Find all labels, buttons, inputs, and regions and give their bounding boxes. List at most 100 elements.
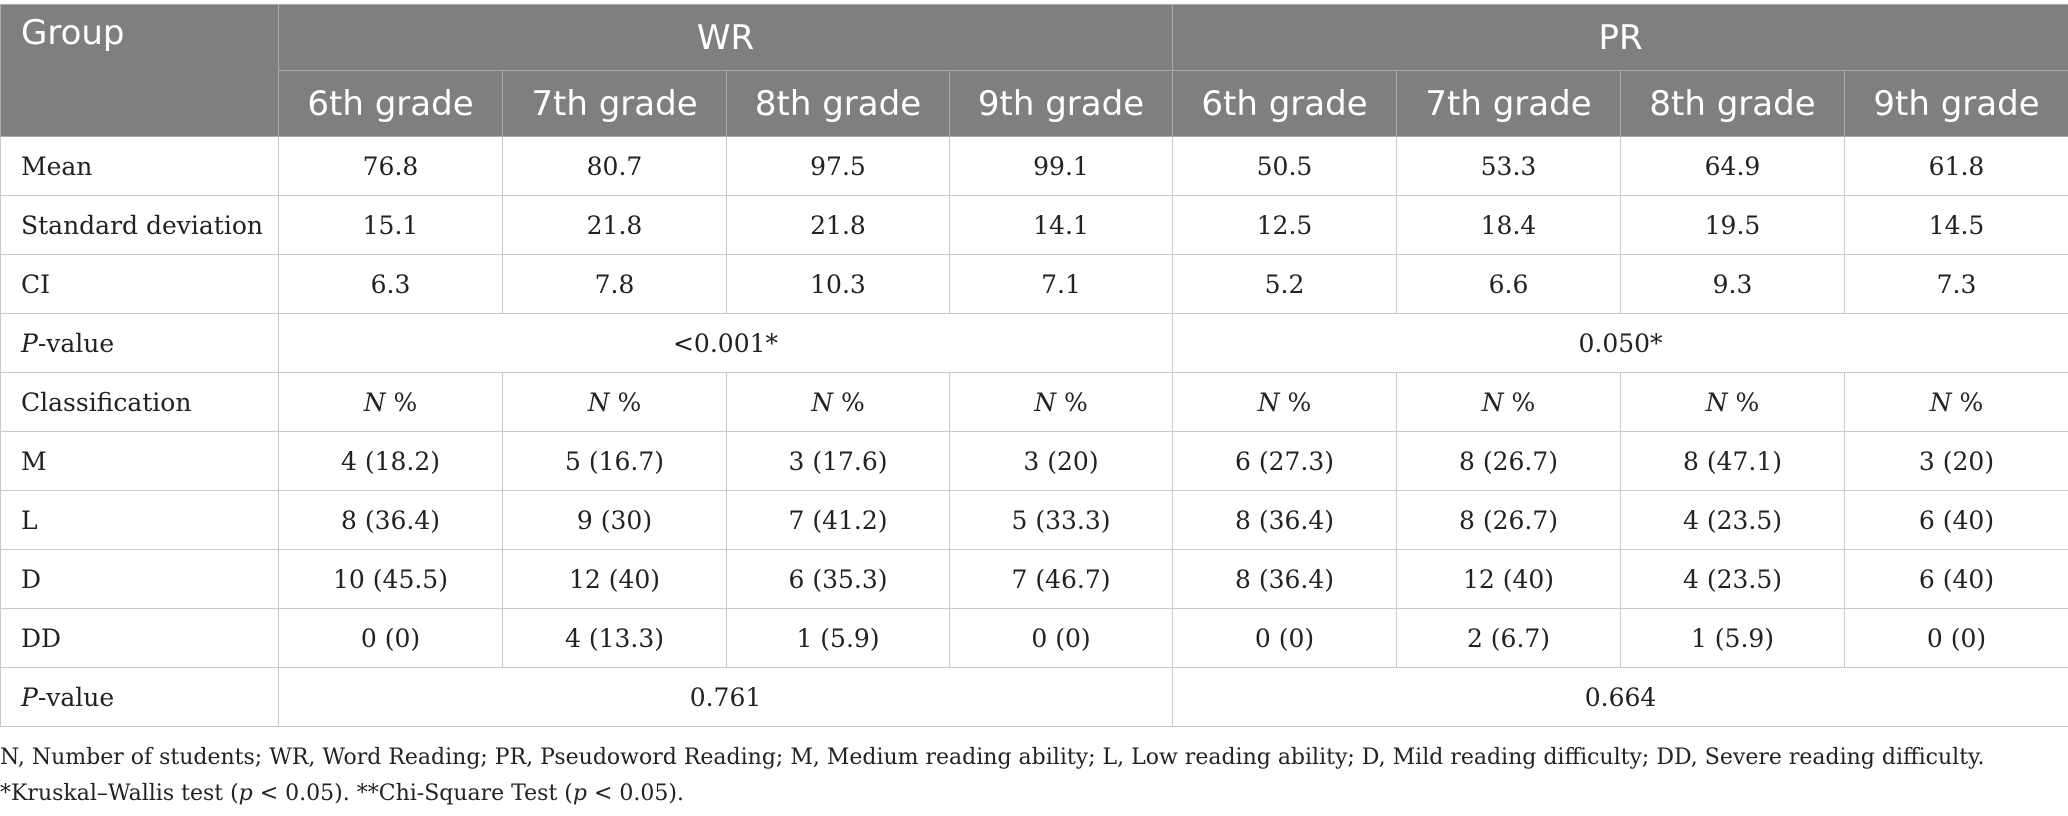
grade-header: 7th grade xyxy=(502,70,727,137)
row-label: DD xyxy=(0,608,279,668)
table-cell: 7.1 xyxy=(949,254,1173,314)
grade-header: 9th grade xyxy=(1843,70,2068,137)
table-cell: 8 (26.7) xyxy=(1396,431,1621,491)
table-cell: 80.7 xyxy=(502,136,727,196)
wr-p-value: 0.761 xyxy=(278,667,1173,727)
table-cell: 7.3 xyxy=(1843,254,2068,314)
p-italic: P xyxy=(21,328,38,358)
table-cell: 7 (41.2) xyxy=(726,490,950,550)
table-cell: 9 (30) xyxy=(502,490,727,550)
table-cell: 1 (5.9) xyxy=(726,608,950,668)
n-italic: N xyxy=(1034,387,1057,417)
table-cell: 14.1 xyxy=(949,195,1173,255)
table-cell: 8 (36.4) xyxy=(278,490,503,550)
header-row-top: Group WR PR xyxy=(0,4,2068,137)
n-italic: N xyxy=(587,387,610,417)
row-classification: Classification N % N % N % N % N % N % N… xyxy=(0,372,2068,432)
n-italic: N xyxy=(363,387,386,417)
table-cell: 10.3 xyxy=(726,254,950,314)
table-cell: 19.5 xyxy=(1620,195,1845,255)
results-table-container: Group WR PR 6th grade 7th grade 8th grad… xyxy=(0,4,2068,727)
table-cell: 6.6 xyxy=(1396,254,1621,314)
table-cell: 1 (5.9) xyxy=(1620,608,1845,668)
pct-label: % xyxy=(385,387,418,417)
table-cell: 6 (40) xyxy=(1843,490,2068,550)
row-label: P-value xyxy=(0,667,279,727)
n-italic: N xyxy=(1481,387,1504,417)
table-cell: N % xyxy=(726,372,950,432)
p-italic: p xyxy=(572,781,587,806)
table-cell: N % xyxy=(1843,372,2068,432)
results-table: Group WR PR 6th grade 7th grade 8th grad… xyxy=(0,4,2068,727)
table-cell: 0 (0) xyxy=(1172,608,1397,668)
table-cell: 10 (45.5) xyxy=(278,549,503,609)
wr-p-value: <0.001* xyxy=(278,313,1173,373)
table-cell: 4 (23.5) xyxy=(1620,490,1845,550)
row-d: D 10 (45.5) 12 (40) 6 (35.3) 7 (46.7) 8 … xyxy=(0,549,2068,609)
grade-header: 6th grade xyxy=(278,70,503,137)
table-cell: 2 (6.7) xyxy=(1396,608,1621,668)
table-cell: 0 (0) xyxy=(1843,608,2068,668)
table-cell: 50.5 xyxy=(1172,136,1397,196)
pct-label: % xyxy=(1503,387,1536,417)
row-dd: DD 0 (0) 4 (13.3) 1 (5.9) 0 (0) 0 (0) 2 … xyxy=(0,608,2068,668)
footnote-text: *Kruskal–Wallis test ( xyxy=(0,781,239,806)
table-cell: 12.5 xyxy=(1172,195,1397,255)
row-p-value-means: P-value <0.001* 0.050* xyxy=(0,313,2068,373)
table-cell: 21.8 xyxy=(502,195,727,255)
p-label-rest: -value xyxy=(37,682,115,712)
row-l: L 8 (36.4) 9 (30) 7 (41.2) 5 (33.3) 8 (3… xyxy=(0,490,2068,550)
table-cell: 5 (33.3) xyxy=(949,490,1173,550)
table-cell: 0 (0) xyxy=(949,608,1173,668)
table-cell: 9.3 xyxy=(1620,254,1845,314)
row-label: L xyxy=(0,490,279,550)
pr-p-value: 0.664 xyxy=(1171,667,2068,727)
grade-header: 7th grade xyxy=(1396,70,1621,137)
table-cell: 6 (40) xyxy=(1843,549,2068,609)
table-cell: 4 (23.5) xyxy=(1620,549,1845,609)
table-cell: 99.1 xyxy=(949,136,1173,196)
table-cell: 97.5 xyxy=(726,136,950,196)
table-cell: N % xyxy=(278,372,503,432)
wr-header: WR xyxy=(278,4,1173,71)
row-label: P-value xyxy=(0,313,279,373)
row-standard-deviation: Standard deviation 15.1 21.8 21.8 14.1 1… xyxy=(0,195,2068,255)
row-label: Mean xyxy=(0,136,279,196)
p-italic: P xyxy=(21,682,38,712)
table-cell: 4 (13.3) xyxy=(502,608,727,668)
grade-header: 8th grade xyxy=(726,70,950,137)
p-italic: p xyxy=(238,781,253,806)
table-cell: 21.8 xyxy=(726,195,950,255)
n-italic: N xyxy=(1929,387,1952,417)
table-cell: N % xyxy=(1396,372,1621,432)
pct-label: % xyxy=(833,387,865,417)
p-label-rest: -value xyxy=(37,328,115,358)
row-label: D xyxy=(0,549,279,609)
table-cell: 8 (26.7) xyxy=(1396,490,1621,550)
table-cell: 15.1 xyxy=(278,195,503,255)
row-label: Classification xyxy=(0,372,279,432)
grade-header: 8th grade xyxy=(1620,70,1845,137)
table-cell: 12 (40) xyxy=(1396,549,1621,609)
header-row-grades: 6th grade 7th grade 8th grade 9th grade … xyxy=(1,70,2068,137)
row-label: Standard deviation xyxy=(0,195,279,255)
table-cell: 8 (36.4) xyxy=(1172,490,1397,550)
pr-p-value: 0.050* xyxy=(1171,313,2068,373)
n-italic: N xyxy=(1705,387,1728,417)
table-cell: 53.3 xyxy=(1396,136,1621,196)
table-footnotes: N, Number of students; WR, Word Reading;… xyxy=(0,740,2068,812)
footnote-text: < 0.05). xyxy=(586,781,684,806)
table-cell: 64.9 xyxy=(1620,136,1845,196)
table-cell: 5.2 xyxy=(1172,254,1397,314)
pct-label: % xyxy=(609,387,642,417)
table-cell: N % xyxy=(502,372,727,432)
table-cell: 6 (27.3) xyxy=(1172,431,1397,491)
table-cell: 8 (47.1) xyxy=(1620,431,1845,491)
row-ci: CI 6.3 7.8 10.3 7.1 5.2 6.6 9.3 7.3 xyxy=(0,254,2068,314)
table-cell: 6.3 xyxy=(278,254,503,314)
table-cell: 4 (18.2) xyxy=(278,431,503,491)
row-mean: Mean 76.8 80.7 97.5 99.1 50.5 53.3 64.9 … xyxy=(0,136,2068,196)
grade-header: 6th grade xyxy=(1172,70,1397,137)
table-cell: 61.8 xyxy=(1843,136,2068,196)
grade-header: 9th grade xyxy=(949,70,1173,137)
